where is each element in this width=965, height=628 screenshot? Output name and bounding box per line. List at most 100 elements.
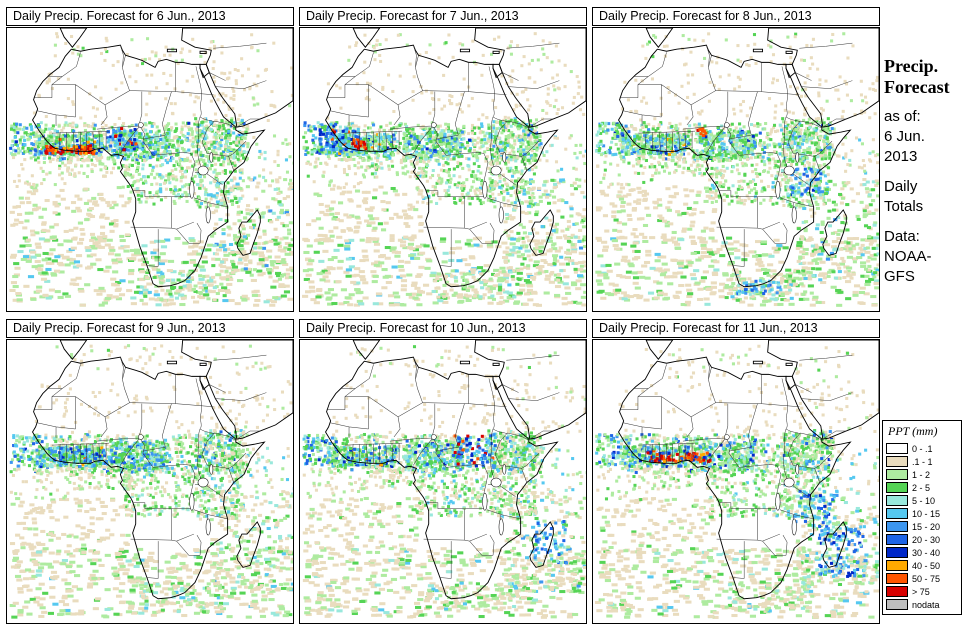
precip-cells (9, 344, 293, 619)
panel-title: Daily Precip. Forecast for 10 Jun., 2013 (299, 319, 587, 338)
cyprus-island (492, 50, 500, 54)
info-spacer (884, 217, 962, 227)
legend-swatch (886, 521, 908, 532)
africa-precip-map (299, 27, 587, 312)
info-line: Daily (884, 178, 918, 195)
lakes (137, 122, 214, 224)
cyprus-island (785, 362, 793, 366)
lakes (430, 434, 507, 536)
nile-river (195, 378, 215, 479)
legend-title: PPT (mm) (888, 424, 938, 438)
panel-title: Daily Precip. Forecast for 7 Jun., 2013 (299, 7, 587, 26)
crete-island (459, 360, 471, 365)
nile-river (488, 66, 508, 167)
legend-swatch (886, 599, 908, 610)
precip-cells (595, 344, 879, 619)
forecast-panel-4: Daily Precip. Forecast for 9 Jun., 2013 (6, 319, 294, 625)
legend-swatch (886, 573, 908, 584)
legend-row: 2 - 5 (886, 481, 958, 494)
coastlines (617, 340, 879, 600)
info-line: Data: (884, 228, 920, 245)
info-line: NOAA- (884, 248, 932, 265)
africa-precip-map (6, 27, 294, 312)
info-line: GFS (884, 268, 915, 285)
legend-label: 15 - 20 (912, 521, 941, 532)
info-spacer (884, 167, 962, 177)
legend-label: 2 - 5 (912, 482, 931, 493)
legend-label: nodata (912, 599, 940, 610)
legend-label: 0 - .1 (912, 443, 933, 454)
legend-swatch (886, 456, 908, 467)
nile-river (781, 66, 801, 167)
legend-swatch (886, 586, 908, 597)
legend-swatch (886, 443, 908, 454)
info-line: 2013 (884, 148, 918, 165)
cyprus-island (199, 362, 207, 366)
country-borders (326, 354, 560, 579)
forecast-panel-5: Daily Precip. Forecast for 10 Jun., 2013 (299, 319, 587, 625)
info-lines: as of: 6 Jun. 2013 Daily Totals Data: NOAA- GFS (884, 107, 962, 287)
crete-island (459, 48, 471, 53)
country-borders (619, 354, 853, 579)
coastlines (324, 340, 586, 600)
legend-swatch (886, 482, 908, 493)
legend-label: 1 - 2 (912, 469, 931, 480)
africa-precip-map (592, 339, 880, 624)
precip-cells (9, 32, 293, 307)
legend-rows: 0 - .1 .1 - 1 1 - 2 2 - 5 5 - 10 10 - 15 15 - … (886, 442, 958, 611)
legend-label: .1 - 1 (912, 456, 933, 467)
africa-precip-map (592, 27, 880, 312)
info-line: as of: (884, 108, 921, 125)
legend-row: 5 - 10 (886, 494, 958, 507)
nile-river (781, 378, 801, 479)
legend-swatch (886, 560, 908, 571)
country-borders (619, 42, 853, 267)
info-title: Precip. Forecast (884, 56, 950, 97)
lakes (723, 434, 800, 536)
forecast-panel-3: Daily Precip. Forecast for 8 Jun., 2013 (592, 7, 880, 313)
panel-title: Daily Precip. Forecast for 9 Jun., 2013 (6, 319, 294, 338)
legend-row: 0 - .1 (886, 442, 958, 455)
lakes (137, 434, 214, 536)
legend-swatch (886, 469, 908, 480)
legend-label: 30 - 40 (912, 547, 941, 558)
nile-river (488, 378, 508, 479)
country-borders (33, 354, 267, 579)
forecast-panel-2: Daily Precip. Forecast for 7 Jun., 2013 (299, 7, 587, 313)
lakes (723, 122, 800, 224)
legend-row: 15 - 20 (886, 520, 958, 533)
lakes (430, 122, 507, 224)
legend-swatch (886, 534, 908, 545)
africa-precip-map (6, 339, 294, 624)
legend-label: 50 - 75 (912, 573, 941, 584)
legend-swatch (886, 547, 908, 558)
africa-precip-map (299, 339, 587, 624)
legend-label: 20 - 30 (912, 534, 941, 545)
coastlines (31, 340, 293, 600)
info-line: 6 Jun. (884, 128, 925, 145)
cyprus-island (199, 50, 207, 54)
precip-cells (595, 32, 879, 307)
crete-island (752, 360, 764, 365)
country-borders (33, 42, 267, 267)
coastlines (31, 28, 293, 288)
forecast-panel-6: Daily Precip. Forecast for 11 Jun., 2013 (592, 319, 880, 625)
nile-river (195, 66, 215, 167)
legend-row: .1 - 1 (886, 455, 958, 468)
legend-swatch (886, 495, 908, 506)
panel-title: Daily Precip. Forecast for 6 Jun., 2013 (6, 7, 294, 26)
crete-island (166, 48, 178, 53)
panel-title: Daily Precip. Forecast for 11 Jun., 2013 (592, 319, 880, 338)
country-borders (326, 42, 560, 267)
cyprus-island (785, 50, 793, 54)
cyprus-island (492, 362, 500, 366)
legend-row: 20 - 30 (886, 533, 958, 546)
legend-label: > 75 (912, 586, 930, 597)
legend-row: > 75 (886, 585, 958, 598)
legend-swatch (886, 508, 908, 519)
legend-row: 50 - 75 (886, 572, 958, 585)
forecast-panel-1: Daily Precip. Forecast for 6 Jun., 2013 (6, 7, 294, 313)
legend-row: nodata (886, 598, 958, 611)
crete-island (166, 360, 178, 365)
